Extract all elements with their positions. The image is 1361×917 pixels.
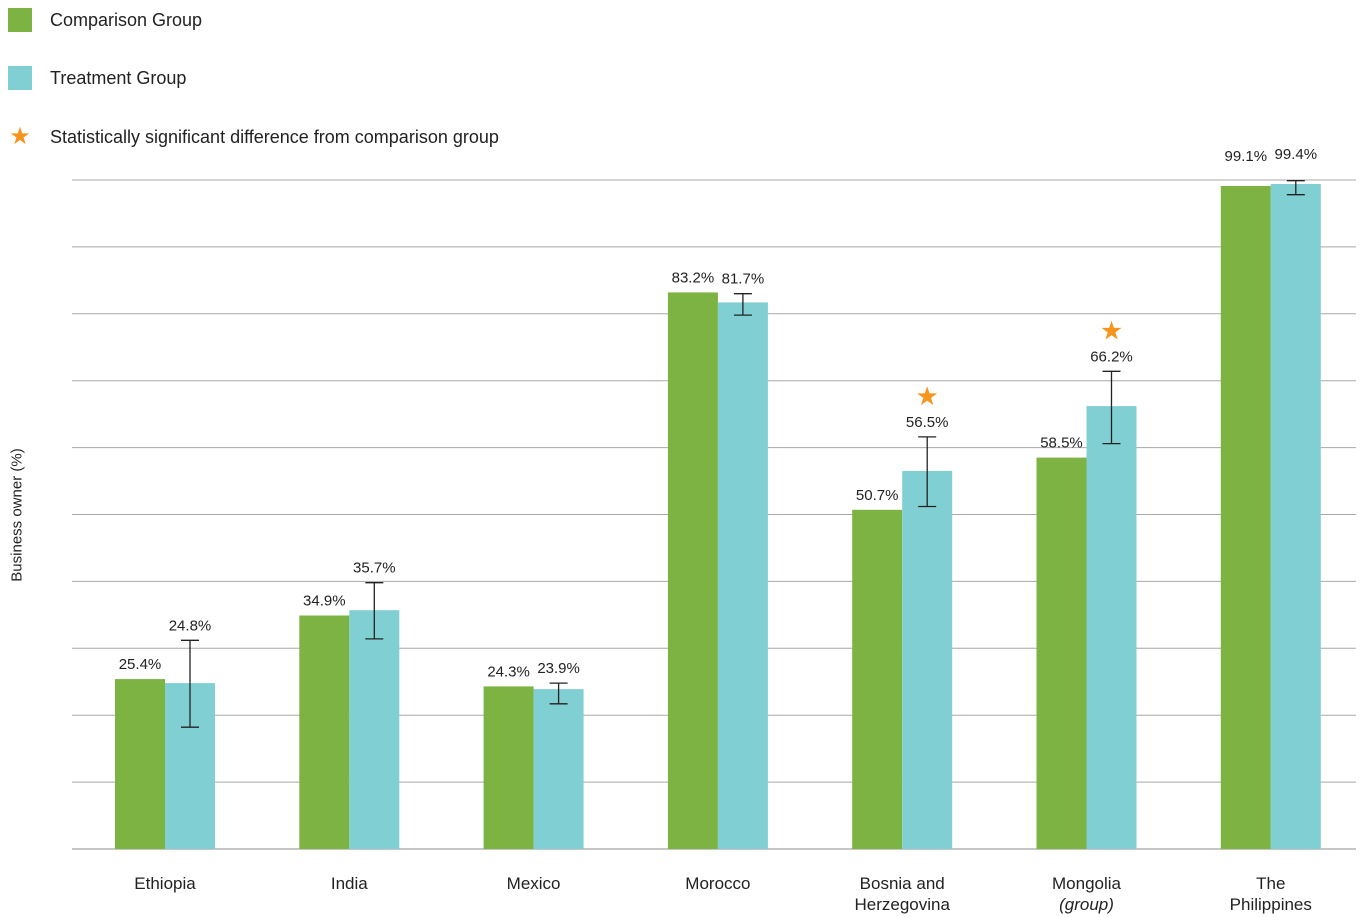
- bar-treatment: [717, 302, 768, 849]
- bar-treatment: [533, 689, 584, 849]
- category-label: Ethiopia: [134, 874, 196, 893]
- data-label-treatment: 81.7%: [722, 271, 765, 288]
- category-label: Mongolia: [1052, 874, 1122, 893]
- data-label-comparison: 24.3%: [487, 663, 530, 680]
- comparison-swatch: [8, 8, 32, 32]
- category-label: (group): [1059, 895, 1114, 914]
- data-label-comparison: 34.9%: [303, 593, 346, 610]
- category-label: Mexico: [507, 874, 561, 893]
- data-label-treatment: 66.2%: [1090, 348, 1133, 365]
- y-axis-label: Business owner (%): [8, 448, 26, 582]
- star-icon: ★: [9, 123, 31, 150]
- legend-item-comparison: Comparison Group: [8, 8, 202, 32]
- bar-treatment: [349, 610, 400, 849]
- bar-comparison: [667, 292, 718, 849]
- legend-item-treatment: Treatment Group: [8, 66, 186, 90]
- category-label: Herzegovina: [854, 895, 950, 914]
- data-label-treatment: 35.7%: [353, 560, 396, 577]
- treatment-swatch: [8, 66, 32, 90]
- category-label: India: [331, 874, 368, 893]
- category-label: Morocco: [685, 874, 750, 893]
- category-label: Philippines: [1230, 895, 1312, 914]
- legend-label-treatment: Treatment Group: [50, 68, 187, 88]
- data-label-treatment: 99.4%: [1275, 146, 1318, 163]
- legend-item-significance: ★ Statistically significant difference f…: [8, 125, 499, 149]
- bar-comparison: [115, 679, 165, 849]
- data-label-treatment: 24.8%: [169, 617, 212, 634]
- data-label-treatment: 56.5%: [906, 414, 949, 431]
- legend-label-comparison: Comparison Group: [50, 10, 203, 30]
- bar-treatment: [1270, 184, 1321, 849]
- data-label-treatment: 23.9%: [537, 660, 580, 677]
- data-label-comparison: 50.7%: [856, 487, 899, 504]
- category-label: The: [1256, 874, 1285, 893]
- bar-treatment: [902, 471, 953, 849]
- bar-comparison: [299, 615, 350, 849]
- bar-comparison: [852, 509, 903, 849]
- data-label-comparison: 83.2%: [672, 269, 715, 286]
- significance-star-icon: ★: [1100, 315, 1123, 345]
- category-label: Bosnia and: [860, 874, 945, 893]
- data-label-comparison: 58.5%: [1040, 435, 1083, 452]
- bar-treatment: [1086, 406, 1137, 849]
- data-label-comparison: 99.1%: [1225, 148, 1268, 165]
- bar-comparison: [483, 686, 534, 849]
- legend-label-significance: Statistically significant difference fro…: [50, 127, 499, 147]
- data-label-comparison: 25.4%: [119, 656, 162, 673]
- significance-star-icon: ★: [916, 381, 939, 411]
- bar-comparison: [1220, 186, 1271, 849]
- bar-comparison: [1036, 457, 1087, 849]
